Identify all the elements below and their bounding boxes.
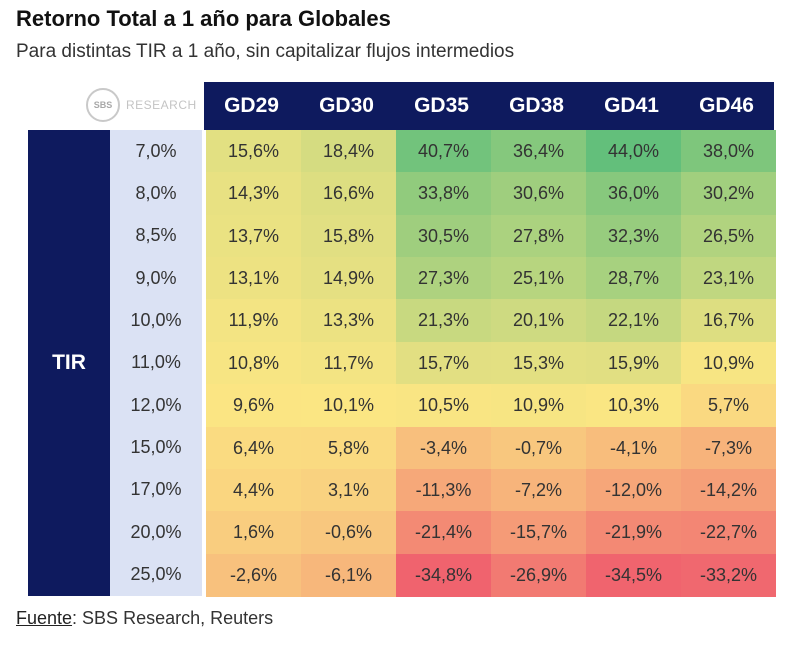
heatmap-cell: -14,2%: [681, 468, 776, 512]
source-label: Fuente: [16, 608, 73, 628]
heatmap-cell: -7,2%: [491, 468, 586, 512]
heatmap-cell: -2,6%: [206, 553, 301, 597]
heatmap-cell: 1,6%: [206, 511, 301, 555]
column-header-bar: GD29 GD30 GD35 GD38 GD41 GD46: [204, 82, 774, 130]
row-label: 25,0%: [130, 564, 182, 585]
chart-subtitle: Para distintas TIR a 1 año, sin capitali…: [16, 41, 515, 62]
heatmap-cell: -15,7%: [491, 511, 586, 555]
heatmap-cell: -6,1%: [301, 553, 396, 597]
row-label: 20,0%: [130, 521, 182, 542]
chart-title: Retorno Total a 1 año para Globales: [16, 6, 391, 31]
heatmap-cell: 30,6%: [491, 172, 586, 216]
heatmap-cell: 28,7%: [586, 257, 681, 301]
heatmap-cell: 33,8%: [396, 172, 491, 216]
heatmap-cell: 10,8%: [206, 341, 301, 385]
heatmap-cell: 10,9%: [491, 384, 586, 428]
column-header-gd41: GD41: [604, 94, 659, 117]
heatmap-cell: 3,1%: [301, 468, 396, 512]
heatmap-cell: -21,4%: [396, 511, 491, 555]
heatmap-cell: 15,7%: [396, 341, 491, 385]
heatmap-cell: 18,4%: [301, 130, 396, 173]
heatmap-cell: 25,1%: [491, 257, 586, 301]
heatmap-cell: -0,6%: [301, 511, 396, 555]
row-label: 15,0%: [130, 437, 182, 458]
column-header-gd29: GD29: [224, 94, 279, 117]
heatmap-cell: -22,7%: [681, 511, 776, 555]
heatmap-cell: -11,3%: [396, 468, 491, 512]
row-label: 12,0%: [130, 394, 182, 415]
row-label: 7,0%: [135, 140, 177, 161]
heatmap-cell: 26,5%: [681, 214, 776, 258]
heatmap-cell: 21,3%: [396, 299, 491, 343]
heatmap-cell: 10,1%: [301, 384, 396, 428]
heatmap-cell: 38,0%: [681, 130, 776, 173]
source-note: Fuente: SBS Research, Reuters: [16, 608, 273, 629]
heatmap-cell: 14,9%: [301, 257, 396, 301]
column-header-gd46: GD46: [699, 94, 754, 117]
logo-text: RESEARCH: [126, 98, 197, 112]
heatmap-cell: 13,1%: [206, 257, 301, 301]
heatmap-cell: 40,7%: [396, 130, 491, 173]
heatmap-cell: 27,3%: [396, 257, 491, 301]
heatmap-cell: 23,1%: [681, 257, 776, 301]
heatmap-cell: 9,6%: [206, 384, 301, 428]
heatmap-cell: 10,9%: [681, 341, 776, 385]
row-label: 9,0%: [135, 267, 177, 288]
logo-badge: SBS: [86, 88, 120, 122]
heatmap-cell: 30,5%: [396, 214, 491, 258]
row-label: 8,5%: [135, 225, 177, 246]
sbs-research-logo: SBS RESEARCH: [86, 86, 202, 126]
heatmap-cell: 44,0%: [586, 130, 681, 173]
heatmap-cell: 30,2%: [681, 172, 776, 216]
heatmap-cell: 15,3%: [491, 341, 586, 385]
heatmap-cell: 27,8%: [491, 214, 586, 258]
heatmap-grid: 15,6% 18,4% 40,7% 36,4% 44,0% 38,0% 14,3% 16,6%…: [206, 130, 776, 597]
heatmap-cell: 15,6%: [206, 130, 301, 173]
heatmap-cell: 16,7%: [681, 299, 776, 343]
heatmap-cell: 5,7%: [681, 384, 776, 428]
column-header-gd35: GD35: [414, 94, 469, 117]
source-text: : SBS Research, Reuters: [72, 608, 274, 628]
heatmap-cell: 10,3%: [586, 384, 681, 428]
heatmap-cell: 20,1%: [491, 299, 586, 343]
heatmap-cell: -33,2%: [681, 553, 776, 597]
row-label: 11,0%: [131, 352, 181, 373]
heatmap-cell: -12,0%: [586, 468, 681, 512]
heatmap-cell: 32,3%: [586, 214, 681, 258]
heatmap-cell: -34,5%: [586, 553, 681, 597]
heatmap-cell: 11,7%: [301, 341, 396, 385]
column-header-gd38: GD38: [509, 94, 564, 117]
heatmap-cell: -4,1%: [586, 426, 681, 470]
heatmap-cell: -26,9%: [491, 553, 586, 597]
heatmap-cell: 10,5%: [396, 384, 491, 428]
heatmap-cell: 4,4%: [206, 468, 301, 512]
heatmap-cell: -34,8%: [396, 553, 491, 597]
row-label: 17,0%: [130, 479, 182, 500]
heatmap-cell: 22,1%: [586, 299, 681, 343]
heatmap-cell: -7,3%: [681, 426, 776, 470]
heatmap-cell: 16,6%: [301, 172, 396, 216]
heatmap-cell: 15,9%: [586, 341, 681, 385]
row-label: 8,0%: [135, 182, 177, 203]
heatmap-cell: -21,9%: [586, 511, 681, 555]
heatmap-cell: 15,8%: [301, 214, 396, 258]
heatmap-cell: 13,3%: [301, 299, 396, 343]
heatmap-cell: 13,7%: [206, 214, 301, 258]
row-axis-label: TIR: [28, 130, 110, 596]
heatmap-cell: 5,8%: [301, 426, 396, 470]
heatmap-cell: -3,4%: [396, 426, 491, 470]
column-header-gd30: GD30: [319, 94, 374, 117]
row-labels-column: 7,0% 8,0% 8,5% 9,0% 10,0% 11,0% 12,0% 15,0% 17,0…: [110, 130, 202, 596]
heatmap-cell: 6,4%: [206, 426, 301, 470]
heatmap-cell: 36,0%: [586, 172, 681, 216]
heatmap-cell: 36,4%: [491, 130, 586, 173]
heatmap-cell: 11,9%: [206, 299, 301, 343]
heatmap-cell: -0,7%: [491, 426, 586, 470]
heatmap-cell: 14,3%: [206, 172, 301, 216]
row-label: 10,0%: [130, 309, 182, 330]
